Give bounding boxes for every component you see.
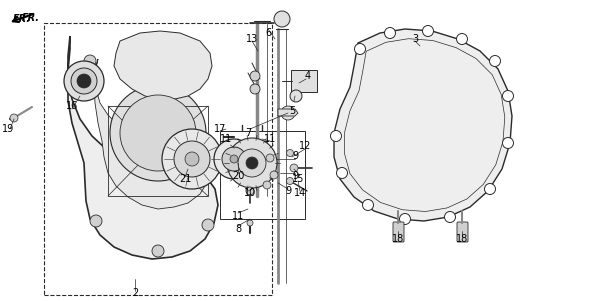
Circle shape xyxy=(290,164,298,172)
Polygon shape xyxy=(334,29,512,221)
Circle shape xyxy=(247,220,253,226)
Bar xyxy=(220,131,305,219)
Circle shape xyxy=(385,27,395,39)
FancyBboxPatch shape xyxy=(291,70,317,92)
FancyBboxPatch shape xyxy=(393,222,404,242)
Bar xyxy=(108,106,208,196)
Text: 16: 16 xyxy=(66,101,78,111)
Circle shape xyxy=(274,11,290,27)
Text: 12: 12 xyxy=(299,141,311,151)
Text: 19: 19 xyxy=(2,124,14,134)
Circle shape xyxy=(202,219,214,231)
Text: 13: 13 xyxy=(246,34,258,44)
Circle shape xyxy=(250,84,260,94)
Circle shape xyxy=(77,74,91,88)
Circle shape xyxy=(10,114,18,122)
Text: 17: 17 xyxy=(214,124,226,134)
Circle shape xyxy=(174,141,210,177)
Circle shape xyxy=(230,155,238,163)
Circle shape xyxy=(152,245,164,257)
Bar xyxy=(44,23,272,295)
Circle shape xyxy=(227,138,277,188)
Circle shape xyxy=(263,181,271,189)
Circle shape xyxy=(444,212,455,222)
Circle shape xyxy=(484,184,496,194)
Text: 9: 9 xyxy=(292,171,298,181)
Text: 8: 8 xyxy=(235,224,241,234)
Circle shape xyxy=(110,85,206,181)
Polygon shape xyxy=(278,109,298,116)
Text: 11: 11 xyxy=(264,134,276,144)
Text: 3: 3 xyxy=(412,34,418,44)
Text: 11: 11 xyxy=(232,211,244,221)
Text: 9: 9 xyxy=(285,186,291,196)
Circle shape xyxy=(490,55,500,67)
Text: 14: 14 xyxy=(294,188,306,198)
Circle shape xyxy=(162,129,222,189)
Circle shape xyxy=(503,91,513,101)
FancyBboxPatch shape xyxy=(457,222,468,242)
Circle shape xyxy=(270,171,278,179)
Text: 4: 4 xyxy=(305,71,311,81)
Circle shape xyxy=(120,95,196,171)
Circle shape xyxy=(336,167,348,178)
Text: 18: 18 xyxy=(392,234,404,244)
Circle shape xyxy=(238,149,266,177)
Text: FR.: FR. xyxy=(22,13,40,23)
Circle shape xyxy=(214,139,254,179)
Circle shape xyxy=(330,131,342,141)
Text: 6: 6 xyxy=(265,28,271,38)
Circle shape xyxy=(185,152,199,166)
Text: 11: 11 xyxy=(220,134,232,144)
Text: 21: 21 xyxy=(179,174,191,184)
Text: 7: 7 xyxy=(245,128,251,138)
Polygon shape xyxy=(114,31,212,99)
Text: 5: 5 xyxy=(289,106,295,116)
Circle shape xyxy=(222,147,246,171)
Circle shape xyxy=(71,68,97,94)
Circle shape xyxy=(290,90,302,102)
Circle shape xyxy=(84,55,96,67)
Circle shape xyxy=(287,150,293,157)
Text: 15: 15 xyxy=(292,174,304,184)
Circle shape xyxy=(457,33,467,45)
Circle shape xyxy=(355,44,365,54)
Circle shape xyxy=(64,61,104,101)
Text: 9: 9 xyxy=(292,151,298,161)
Circle shape xyxy=(503,138,513,148)
Circle shape xyxy=(90,215,102,227)
Text: 2: 2 xyxy=(132,288,138,298)
Circle shape xyxy=(281,106,295,120)
Circle shape xyxy=(362,200,373,210)
Circle shape xyxy=(246,187,254,195)
Polygon shape xyxy=(68,36,218,259)
Circle shape xyxy=(422,26,434,36)
Circle shape xyxy=(250,71,260,81)
Circle shape xyxy=(246,157,258,169)
Circle shape xyxy=(399,213,411,225)
Text: 10: 10 xyxy=(244,188,256,198)
Polygon shape xyxy=(94,59,210,209)
Text: 18: 18 xyxy=(456,234,468,244)
Circle shape xyxy=(287,178,293,185)
Circle shape xyxy=(266,154,274,162)
Text: 20: 20 xyxy=(232,171,244,181)
Text: FR.: FR. xyxy=(13,14,31,24)
